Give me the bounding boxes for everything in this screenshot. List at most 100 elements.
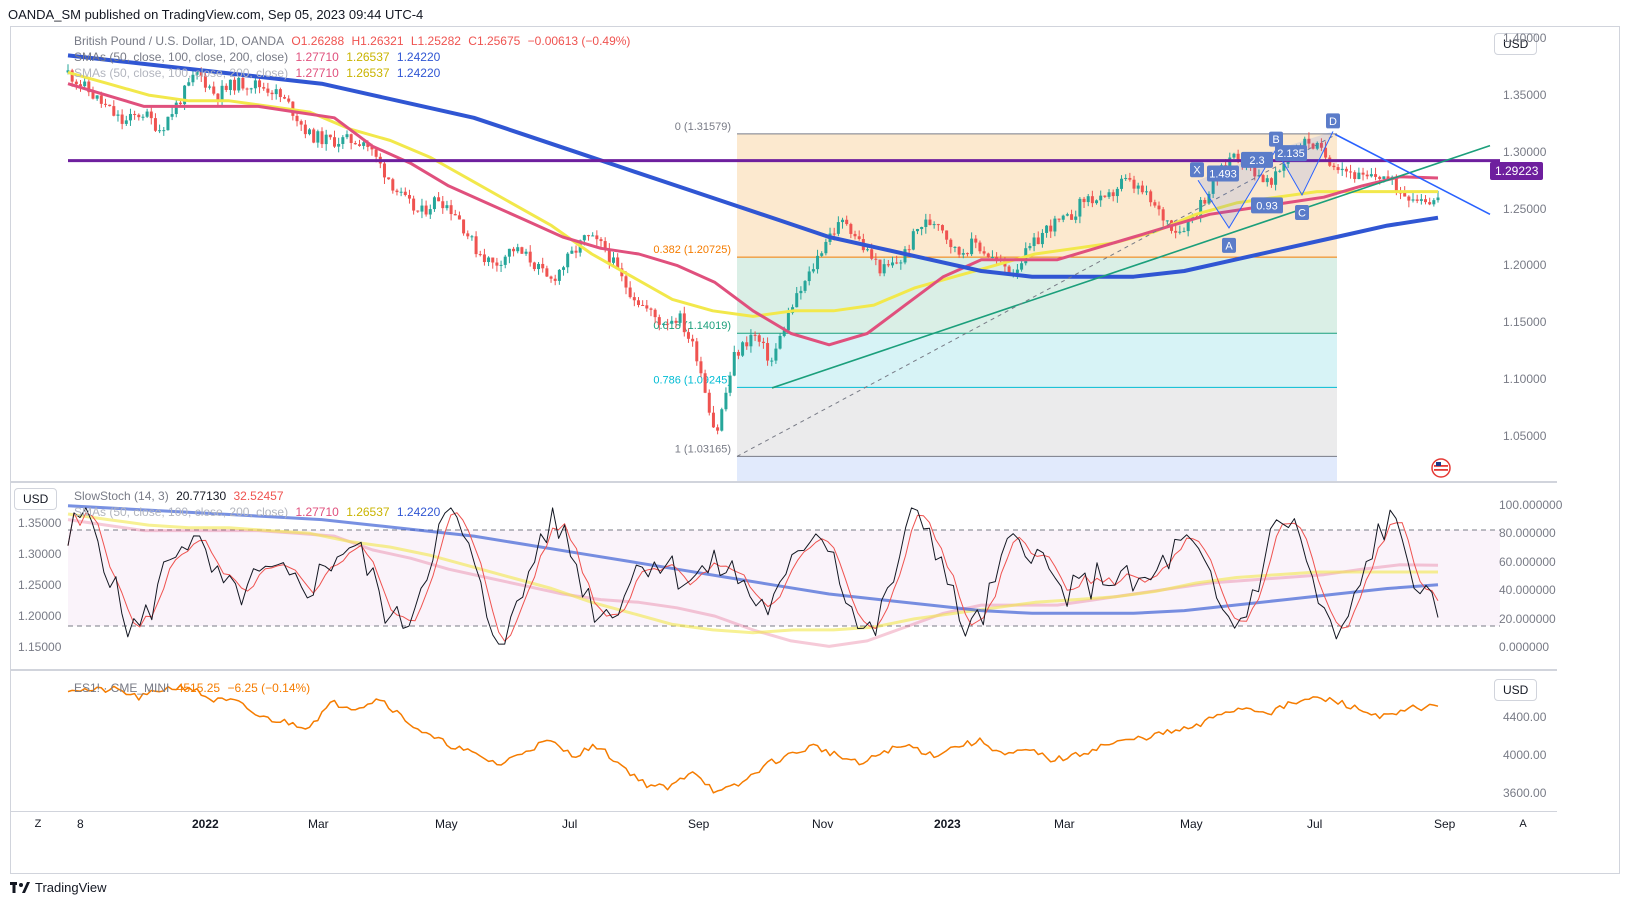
candle-body — [724, 392, 728, 410]
candle-body — [299, 121, 303, 125]
candle-body — [241, 77, 245, 89]
candle-body — [832, 233, 836, 235]
stoch-axis[interactable]: 100.000000 80.000000 60.000000 40.000000 20.… — [1495, 483, 1575, 669]
candle-body — [520, 247, 524, 254]
currency-button-main[interactable]: USD — [1494, 33, 1538, 55]
candle-body — [1265, 178, 1269, 183]
candle-body — [649, 308, 653, 310]
main-price-pane[interactable]: 0 (1.31579) 0.382 (1.20725) 0.618 (1.14019… — [10, 27, 1557, 481]
candle-body — [1307, 138, 1311, 144]
auto-scale-button[interactable]: A — [1519, 818, 1527, 830]
candle-body — [1086, 196, 1090, 203]
candle-body — [1236, 153, 1240, 161]
harmonic-point-c — [1295, 204, 1309, 220]
time-label-0: 8 — [77, 817, 84, 831]
currency-button-es[interactable]: USD — [1494, 679, 1538, 701]
main-price-axis[interactable]: 1.40000 1.35000 1.30000 1.25000 1.20000 1.150… — [1495, 27, 1575, 481]
candle-body — [224, 85, 228, 90]
es-label[interactable]: ES1! · CME_MINI — [74, 681, 170, 695]
timezone-button[interactable]: Z — [34, 818, 42, 830]
candle-body — [1432, 200, 1436, 205]
candle-body — [457, 215, 461, 220]
candle-body — [270, 92, 274, 95]
candle-body — [986, 253, 990, 258]
candle-body — [370, 146, 374, 150]
stoch-left-tick-4: 1.15000 — [18, 640, 62, 654]
candle-body — [170, 114, 174, 117]
candle-body — [587, 235, 591, 237]
candle-body — [949, 239, 953, 248]
candle-body — [274, 89, 278, 95]
candle-body — [699, 361, 703, 374]
tradingview-brand[interactable]: TradingView — [10, 880, 107, 895]
candle-body — [395, 190, 399, 193]
time-axis[interactable]: 8 2022 Mar May Jul Sep Nov 2023 Mar May Jul Sep — [10, 812, 1557, 836]
candle-body — [936, 224, 940, 226]
sma100-value: 1.26537 — [346, 50, 390, 64]
candle-body — [1182, 231, 1186, 233]
candle-body — [537, 263, 541, 270]
candle-body — [245, 88, 249, 90]
candle-body — [124, 120, 128, 124]
candle-body — [283, 97, 287, 99]
sma50-value-2: 1.27710 — [295, 66, 339, 80]
stoch-k-line — [67, 507, 1439, 645]
candle-body — [470, 236, 474, 238]
harmonic-ratio-0: 1.493 — [1209, 169, 1237, 181]
candle-body — [466, 233, 470, 237]
es-pane[interactable] — [10, 671, 1557, 811]
sma200-value-2: 1.24220 — [396, 66, 441, 80]
time-label-6: Nov — [812, 817, 834, 831]
candle-body — [212, 86, 216, 94]
candle-body — [133, 113, 137, 115]
price-tick-4: 1.20000 — [1503, 258, 1547, 273]
candle-body — [1145, 191, 1149, 193]
candle-body — [778, 335, 782, 349]
us-flag-icon[interactable] — [1431, 458, 1451, 478]
candle-body — [1132, 179, 1136, 189]
es-axis[interactable]: 4400.00 4000.00 3600.00 — [1495, 671, 1575, 811]
candle-body — [1107, 192, 1111, 197]
candle-body — [1061, 215, 1065, 220]
candle-body — [437, 197, 441, 202]
sma200-line — [67, 53, 1439, 279]
candle-body — [745, 342, 749, 347]
candle-body — [491, 257, 495, 263]
candle-body — [1007, 266, 1011, 274]
main-legend: British Pound / U.S. Dollar, 1D, OANDA O… — [74, 34, 634, 48]
pane-separator-1[interactable] — [10, 481, 1557, 483]
candle-body — [1053, 218, 1057, 232]
candle-body — [312, 129, 316, 143]
candle-body — [337, 143, 341, 147]
stoch-lines — [67, 504, 1439, 648]
candle-body — [1228, 157, 1232, 169]
candle-body — [990, 257, 994, 259]
symbol-name[interactable]: British Pound / U.S. Dollar, 1D, OANDA — [74, 34, 285, 48]
candle-body — [707, 392, 711, 413]
candle-body — [1311, 143, 1315, 149]
candle-body — [187, 82, 191, 86]
stoch-label[interactable]: SlowStoch (14, 3) — [74, 489, 169, 503]
candle-body — [686, 332, 690, 339]
candle-body — [616, 257, 620, 269]
stoch-pane[interactable] — [10, 483, 1557, 669]
candle-body — [1374, 174, 1378, 177]
candle-body — [499, 264, 503, 266]
candle-body — [1207, 193, 1211, 204]
stoch-sma-label[interactable]: SMAs (50, close, 100, close, 200, close) — [74, 505, 289, 519]
candle-body — [1165, 220, 1169, 222]
candle-body — [957, 246, 961, 255]
candle-body — [1111, 192, 1115, 197]
candle-body — [932, 224, 936, 226]
candle-body — [841, 219, 845, 223]
currency-button-stoch[interactable]: USD — [14, 488, 58, 510]
candle-body — [882, 264, 886, 274]
sma-label-2[interactable]: SMAs (50, close, 100, close, 200, close) — [74, 66, 289, 80]
candle-body — [66, 70, 70, 73]
pane-separator-2[interactable] — [10, 669, 1557, 671]
stoch-left-tick-3: 1.20000 — [18, 609, 62, 623]
candle-body — [953, 246, 957, 248]
sma-label[interactable]: SMAs (50, close, 100, close, 200, close) — [74, 50, 289, 64]
candle-body — [678, 313, 682, 323]
price-tick-5: 1.15000 — [1503, 315, 1547, 330]
